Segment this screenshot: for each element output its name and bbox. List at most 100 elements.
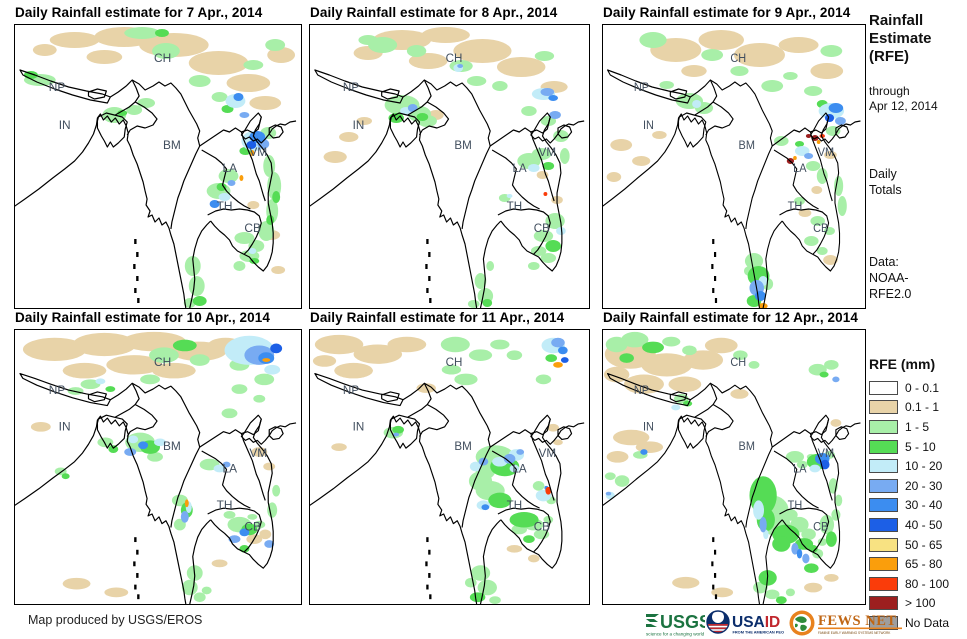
legend-swatch	[869, 380, 898, 395]
svg-text:TH: TH	[217, 499, 233, 512]
svg-text:science for a changing world: science for a changing world	[646, 632, 705, 637]
data-source-label: Data: NOAA- RFE2.0	[869, 255, 912, 301]
rainfall-map: CH NP IN BM LA VM TH CB	[14, 329, 302, 605]
map-panel-7-apr: Daily Rainfall estimate for 7 Apr., 2014…	[14, 5, 302, 309]
legend-swatch	[869, 478, 898, 493]
svg-text:USAID: USAID	[732, 614, 780, 631]
panel-title: Daily Rainfall estimate for 9 Apr., 2014	[603, 5, 851, 20]
svg-text:TH: TH	[507, 199, 522, 213]
svg-text:LA: LA	[793, 463, 807, 475]
svg-text:NP: NP	[343, 384, 359, 397]
svg-text:VM: VM	[539, 145, 556, 159]
svg-text:CH: CH	[730, 357, 746, 369]
svg-text:CH: CH	[154, 356, 171, 369]
legend-swatch	[869, 576, 898, 591]
legend-swatch	[869, 557, 898, 572]
country-labels: CH NP IN BM LA VM TH CB	[634, 357, 834, 534]
legend-swatch	[869, 459, 898, 474]
svg-text:FROM THE AMERICAN PEOPLE: FROM THE AMERICAN PEOPLE	[733, 630, 785, 635]
svg-text:CH: CH	[154, 51, 171, 65]
svg-text:LA: LA	[223, 462, 238, 475]
svg-text:LA: LA	[512, 462, 526, 475]
legend-row: 65 - 80	[869, 554, 965, 574]
legend-label: No Data	[905, 615, 950, 630]
legend-row: 0 - 0.1	[869, 378, 965, 398]
legend-label: 20 - 30	[905, 478, 943, 493]
panel-title: Daily Rainfall estimate for 7 Apr., 2014	[15, 5, 263, 20]
rainfall-map: CH NP IN BM LA VM TH CB	[309, 329, 590, 605]
panel-title: Daily Rainfall estimate for 10 Apr., 201…	[15, 310, 270, 325]
legend-row: 40 - 50	[869, 515, 965, 535]
rfe-title: Rainfall Estimate (RFE)	[869, 12, 932, 65]
rainfall-patches	[603, 331, 843, 604]
legend-label: > 100	[905, 596, 936, 611]
legend-row: 30 - 40	[869, 496, 965, 516]
svg-text:CB: CB	[244, 221, 261, 235]
usgs-mark	[646, 614, 659, 627]
svg-text:VM: VM	[249, 447, 267, 460]
map-panel-8-apr: Daily Rainfall estimate for 8 Apr., 2014…	[309, 5, 590, 309]
usaid-logo: USAID FROM THE AMERICAN PEOPLE	[706, 608, 784, 638]
svg-text:IN: IN	[643, 120, 654, 133]
legend-swatch	[869, 498, 898, 513]
svg-text:VM: VM	[818, 448, 834, 460]
rainfall-map: CH NP IN BM LA VM TH CB	[309, 24, 590, 309]
svg-text:CB: CB	[813, 521, 828, 533]
legend-row: 0.1 - 1	[869, 398, 965, 418]
rainfall-map: CH NP IN BM LA VM TH CB	[602, 24, 866, 309]
country-labels: CH NP IN BM LA VM TH CB	[343, 51, 556, 235]
svg-text:BM: BM	[739, 140, 755, 153]
map-panel-9-apr: Daily Rainfall estimate for 9 Apr., 2014…	[602, 5, 866, 309]
svg-text:BM: BM	[739, 441, 755, 453]
map-panel-12-apr: Daily Rainfall estimate for 12 Apr., 201…	[602, 310, 866, 605]
svg-text:TH: TH	[217, 199, 233, 213]
rfe-period: through Apr 12, 2014	[869, 84, 938, 113]
panel-title: Daily Rainfall estimate for 11 Apr., 201…	[310, 310, 565, 325]
legend-swatch	[869, 537, 898, 552]
svg-text:BM: BM	[454, 440, 471, 453]
svg-text:TH: TH	[788, 201, 803, 214]
legend-swatch	[869, 615, 898, 630]
legend-label: 30 - 40	[905, 498, 943, 513]
svg-text:IN: IN	[353, 118, 365, 132]
rainfall-map: CH NP IN BM LA VM TH CB	[14, 24, 302, 309]
country-labels: CH NP IN BM LA VM TH CB	[49, 356, 267, 533]
svg-text:IN: IN	[643, 421, 654, 433]
legend-row: > 100	[869, 594, 965, 614]
country-borders	[603, 69, 861, 308]
svg-text:CH: CH	[446, 356, 463, 369]
svg-text:CB: CB	[244, 521, 261, 534]
legend-label: 5 - 10	[905, 439, 936, 454]
svg-text:CB: CB	[534, 520, 550, 533]
svg-text:CH: CH	[730, 53, 746, 66]
country-labels: CH NP IN BM LA VM TH CB	[343, 356, 556, 534]
legend-swatch	[869, 596, 898, 611]
daily-totals-label: Daily Totals	[869, 167, 902, 197]
country-borders	[310, 372, 585, 604]
country-borders	[15, 69, 297, 308]
country-labels: CH NP IN BM LA VM TH CB	[49, 51, 267, 235]
svg-text:USGS: USGS	[660, 612, 705, 632]
country-labels: CH NP IN BM LA VM TH CB	[634, 53, 834, 236]
svg-text:FAMINE EARLY WARNING SYSTEMS N: FAMINE EARLY WARNING SYSTEMS NETWORK	[818, 631, 891, 635]
legend-row: No Data	[869, 613, 965, 633]
svg-text:VM: VM	[818, 147, 834, 160]
legend-row: 80 - 100	[869, 574, 965, 594]
legend-swatch	[869, 419, 898, 434]
svg-text:TH: TH	[788, 500, 803, 512]
legend-swatch	[869, 400, 898, 415]
rainfall-patches	[22, 331, 283, 603]
legend-label: 0.1 - 1	[905, 400, 940, 415]
country-borders	[15, 372, 297, 604]
svg-text:LA: LA	[793, 163, 807, 176]
legend-swatch	[869, 439, 898, 454]
legend: RFE (mm) 0 - 0.1 0.1 - 1 1 - 5 5 - 10 10 - 2…	[869, 356, 965, 633]
rainfall-patches	[323, 27, 570, 308]
svg-text:BM: BM	[163, 138, 181, 152]
country-borders	[603, 372, 861, 604]
map-credit: Map produced by USGS/EROS	[28, 613, 203, 627]
svg-text:VM: VM	[539, 447, 556, 460]
legend-row: 1 - 5	[869, 417, 965, 437]
svg-text:TH: TH	[507, 499, 522, 512]
country-borders	[310, 69, 585, 308]
